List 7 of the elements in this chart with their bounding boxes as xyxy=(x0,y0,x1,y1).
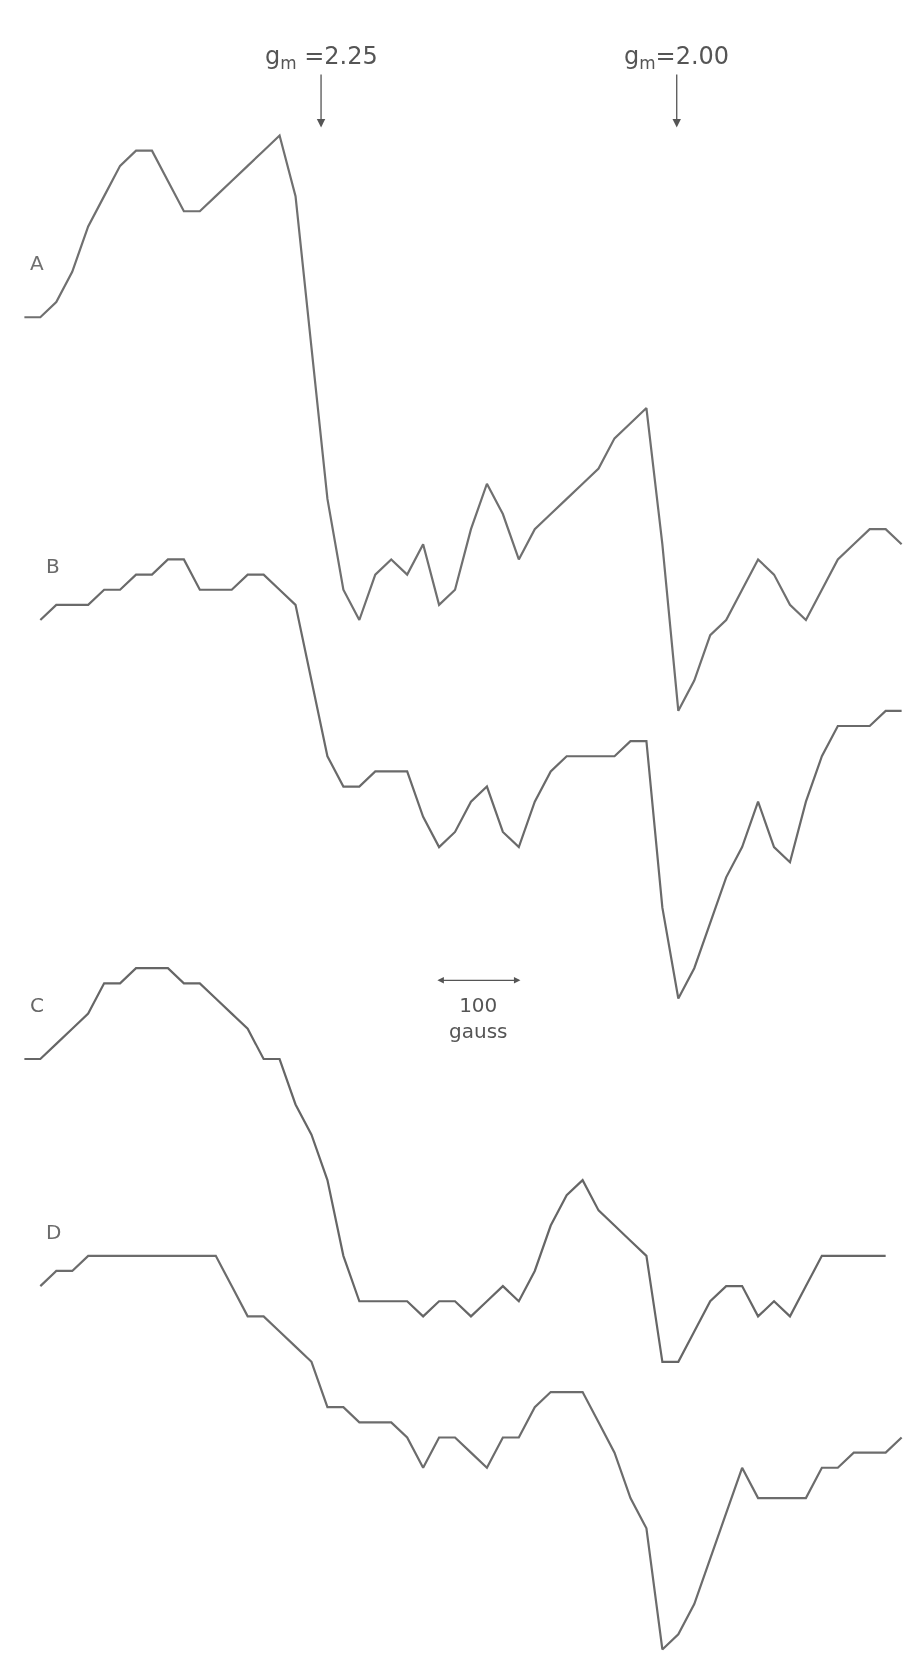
annotation: 100 gauss xyxy=(449,993,508,1043)
series-label: A xyxy=(30,251,44,275)
text: g$_{m}$=2.00 xyxy=(624,42,730,74)
text: g$_{m}$ =2.25 xyxy=(265,42,378,74)
series-label: B xyxy=(46,554,60,578)
series-label: C xyxy=(30,993,44,1017)
series-label: D xyxy=(46,1220,62,1244)
